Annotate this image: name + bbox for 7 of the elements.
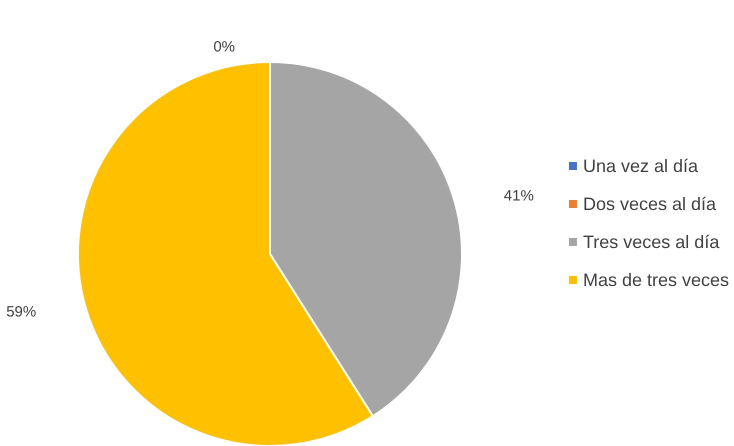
data-label: 41% bbox=[504, 188, 534, 205]
legend-label: Una vez al día bbox=[582, 156, 699, 176]
data-label: 59% bbox=[6, 303, 36, 320]
text: 0% bbox=[213, 38, 235, 56]
legend-label: Mas de tres veces bbox=[582, 270, 730, 290]
legend-label: Tres veces al día bbox=[582, 232, 720, 252]
legend-label: Dos veces al día bbox=[582, 194, 717, 214]
